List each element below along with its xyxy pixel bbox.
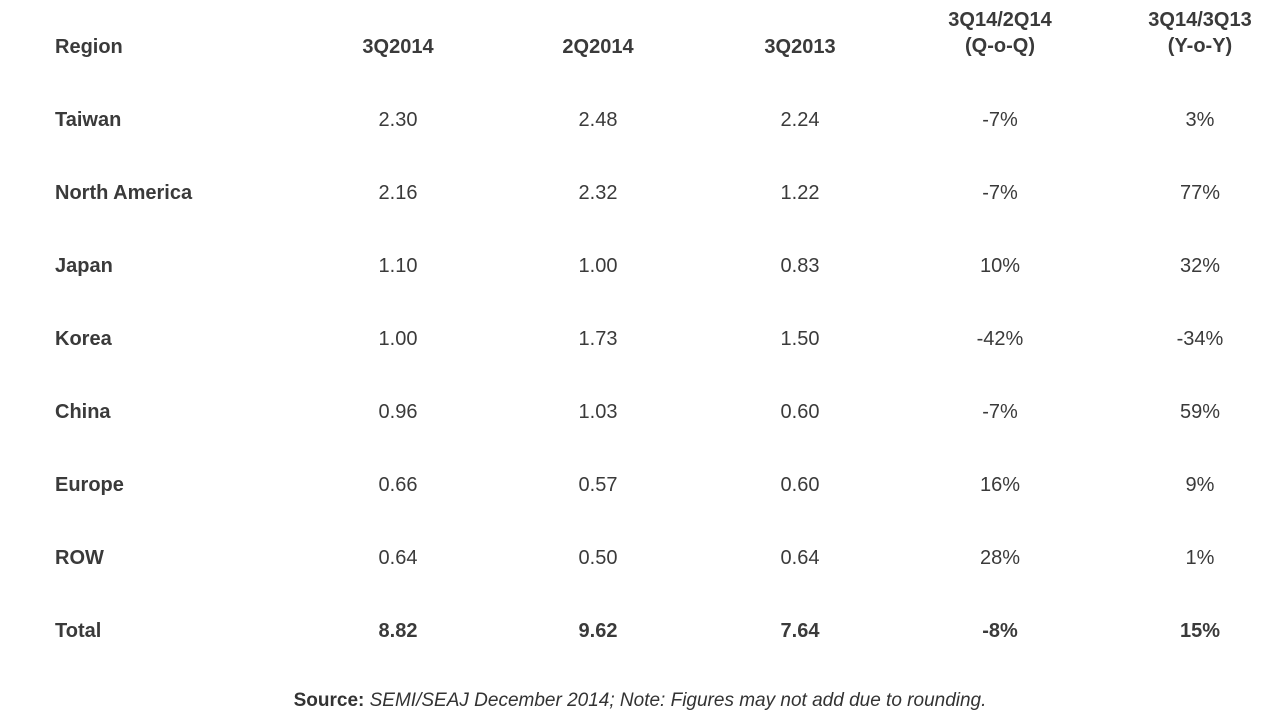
table-cell: -7% (982, 401, 1018, 423)
table-cell: 10% (979, 255, 1021, 277)
table-cell: 0.57 (578, 474, 618, 496)
table-cell: -8% (982, 620, 1018, 642)
table-cell: 7.64 (780, 620, 820, 642)
table-cell: 0.60 (780, 401, 820, 423)
header-cell: (Y-o-Y) (1167, 35, 1233, 57)
table-cell: 1.00 (378, 328, 418, 350)
table-cell: 0.83 (780, 255, 820, 277)
table-cell: 1.22 (780, 182, 820, 204)
table-cell: 0.50 (578, 547, 618, 569)
row-label: Japan (55, 255, 113, 277)
table-cell: 9% (1185, 474, 1215, 496)
header-cell: 3Q14/2Q14 (948, 9, 1052, 31)
header-cell: (Q-o-Q) (965, 35, 1035, 57)
table-cell: 2.24 (780, 109, 820, 131)
row-label: China (55, 401, 111, 423)
row-label: Taiwan (55, 109, 122, 131)
table-cell: 2.48 (578, 109, 618, 131)
footer: Source: SEMI/SEAJ December 2014; Note: F… (0, 690, 1280, 712)
table-cell: 2.16 (378, 182, 418, 204)
table-cell: 1.50 (780, 328, 820, 350)
header-cell: 3Q2013 (764, 36, 836, 58)
table-cell: 28% (979, 547, 1021, 569)
table-cell: 77% (1179, 182, 1221, 204)
table-cell: 0.64 (780, 547, 820, 569)
table-cell: -7% (982, 182, 1018, 204)
header-cell: 3Q2014 (362, 36, 434, 58)
table-cell: -7% (982, 109, 1018, 131)
table-cell: 16% (979, 474, 1021, 496)
table-cell: -34% (1176, 328, 1224, 350)
table-cell: 1% (1185, 547, 1215, 569)
table-cell: 1.00 (578, 255, 618, 277)
table-cell: 2.32 (578, 182, 618, 204)
table-cell: 0.96 (378, 401, 418, 423)
header-cell: Region (55, 36, 123, 58)
row-label: Europe (55, 474, 124, 496)
table-cell: 0.60 (780, 474, 820, 496)
table-cell: 9.62 (578, 620, 618, 642)
table-cell: 1.10 (378, 255, 418, 277)
table-cell: 15% (1179, 620, 1221, 642)
header-cell: 3Q14/3Q13 (1148, 9, 1252, 31)
table-cell: 32% (1179, 255, 1221, 277)
footer-label: Source: (293, 690, 365, 711)
table-cell: -42% (976, 328, 1024, 350)
table-cell: 2.30 (378, 109, 418, 131)
row-label: Total (55, 620, 102, 642)
table-cell: 1.03 (578, 401, 618, 423)
table-cell: 0.64 (378, 547, 418, 569)
table-cell: 1.73 (578, 328, 618, 350)
table-cell: 8.82 (378, 620, 418, 642)
table-cell: 59% (1179, 401, 1221, 423)
footer-text: SEMI/SEAJ December 2014; Note: Figures m… (369, 690, 987, 711)
row-label: Korea (55, 328, 112, 350)
row-label: ROW (55, 547, 104, 569)
table-cell: 0.66 (378, 474, 418, 496)
row-label: North America (55, 182, 193, 204)
header-cell: 2Q2014 (562, 36, 634, 58)
table-cell: 3% (1185, 109, 1215, 131)
